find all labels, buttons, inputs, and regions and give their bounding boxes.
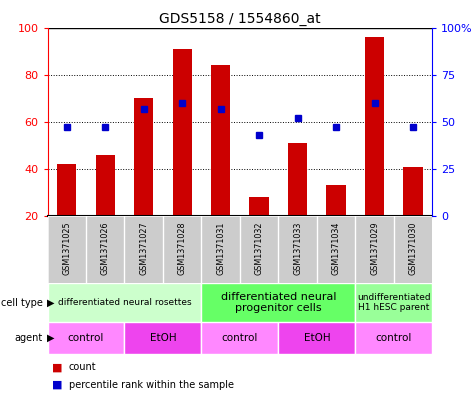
Text: control: control: [222, 333, 258, 343]
Text: GSM1371030: GSM1371030: [408, 222, 418, 275]
Bar: [57, 164, 76, 216]
Text: ■: ■: [52, 380, 63, 390]
Text: GSM1371028: GSM1371028: [178, 222, 187, 275]
Text: GSM1371025: GSM1371025: [62, 222, 71, 275]
Text: differentiated neural
progenitor cells: differentiated neural progenitor cells: [220, 292, 336, 313]
Text: GSM1371032: GSM1371032: [255, 222, 264, 275]
Text: GSM1371026: GSM1371026: [101, 222, 110, 275]
Bar: [403, 167, 423, 216]
Text: ▶: ▶: [47, 333, 54, 343]
Text: count: count: [69, 362, 96, 373]
Text: GSM1371033: GSM1371033: [293, 222, 302, 275]
Text: GSM1371027: GSM1371027: [139, 222, 148, 275]
Bar: [172, 49, 192, 216]
Bar: [201, 283, 355, 322]
Bar: [278, 322, 355, 354]
Text: agent: agent: [15, 333, 43, 343]
Bar: [288, 143, 307, 216]
Text: GSM1371029: GSM1371029: [370, 222, 379, 275]
Bar: [95, 155, 115, 216]
Text: GSM1371031: GSM1371031: [216, 222, 225, 275]
Title: GDS5158 / 1554860_at: GDS5158 / 1554860_at: [159, 13, 321, 26]
Bar: [124, 322, 201, 354]
Bar: [365, 37, 384, 216]
Text: control: control: [376, 333, 412, 343]
Text: GSM1371034: GSM1371034: [332, 222, 341, 275]
Bar: [355, 283, 432, 322]
Bar: [134, 98, 153, 216]
Bar: [326, 185, 346, 216]
Text: undifferentiated
H1 hESC parent: undifferentiated H1 hESC parent: [357, 293, 431, 312]
Text: ▶: ▶: [47, 298, 54, 308]
Text: differentiated neural rosettes: differentiated neural rosettes: [57, 298, 191, 307]
Text: EtOH: EtOH: [150, 333, 176, 343]
Text: percentile rank within the sample: percentile rank within the sample: [69, 380, 234, 390]
Bar: [48, 322, 124, 354]
Text: control: control: [68, 333, 104, 343]
Bar: [355, 322, 432, 354]
Text: ■: ■: [52, 362, 63, 373]
Bar: [249, 197, 269, 216]
Bar: [48, 283, 201, 322]
Bar: [201, 322, 278, 354]
Bar: [211, 65, 230, 216]
Text: EtOH: EtOH: [304, 333, 330, 343]
Text: cell type: cell type: [1, 298, 43, 308]
